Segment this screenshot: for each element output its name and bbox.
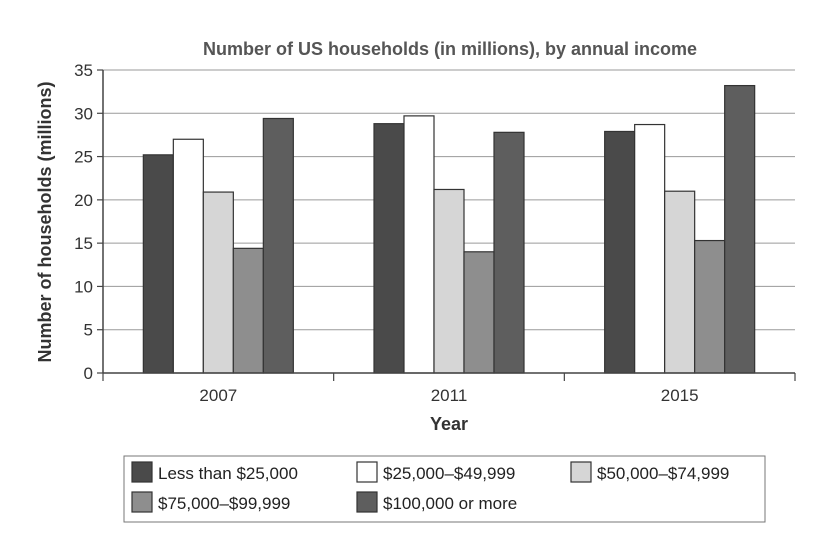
bar-2011-series-5 xyxy=(493,131,525,374)
legend-swatch xyxy=(131,491,153,513)
legend-label: $100,000 or more xyxy=(383,494,517,513)
legend-swatch xyxy=(570,461,592,483)
y-axis-ticks: 0 5 10 15 20 25 30 35 xyxy=(74,61,103,383)
y-tick-label: 20 xyxy=(74,191,93,210)
y-tick-label: 15 xyxy=(74,234,93,253)
y-tick-label: 25 xyxy=(74,148,93,167)
chart-title: Number of US households (in millions), b… xyxy=(203,39,697,59)
bar-2015-series-5 xyxy=(724,84,756,374)
legend-label: $25,000–$49,999 xyxy=(383,464,515,483)
legend-box xyxy=(123,455,766,523)
bar-2007-series-2 xyxy=(172,138,204,374)
y-tick-label: 35 xyxy=(74,61,93,80)
bar-2011-series-1 xyxy=(373,123,405,374)
bar-2011-series-3 xyxy=(433,188,465,374)
legend-label: $50,000–$74,999 xyxy=(597,464,729,483)
y-axis-title: Number of households (millions) xyxy=(35,81,55,362)
bar-2015-series-4 xyxy=(694,239,726,374)
legend: Less than $25,000 $25,000–$49,999 $50,000–… xyxy=(123,455,766,523)
bar-2007-series-5 xyxy=(262,117,294,374)
y-tick-label: 30 xyxy=(74,104,93,123)
bar-2011-series-2 xyxy=(403,115,435,374)
bar-2007-series-4 xyxy=(232,247,264,374)
bar-2011-series-4 xyxy=(463,251,495,374)
x-tick-label: 2011 xyxy=(431,386,468,405)
legend-swatch xyxy=(131,461,153,483)
y-tick-label: 10 xyxy=(74,277,93,296)
y-tick-label: 5 xyxy=(84,321,93,340)
y-tick-label: 0 xyxy=(84,364,93,383)
x-tick-label: 2007 xyxy=(199,386,237,405)
x-axis-ticks: 2007 2011 2015 xyxy=(102,373,796,405)
bar-2007-series-1 xyxy=(142,154,174,374)
legend-swatch xyxy=(356,461,378,483)
bar-2015-series-1 xyxy=(604,130,636,374)
bars xyxy=(142,84,756,374)
legend-swatch xyxy=(356,491,378,513)
x-tick-label: 2015 xyxy=(661,386,699,405)
bar-2015-series-3 xyxy=(664,190,696,374)
legend-label: $75,000–$99,999 xyxy=(158,494,290,513)
bar-2015-series-2 xyxy=(634,123,666,374)
legend-label: Less than $25,000 xyxy=(158,464,298,483)
x-axis-title: Year xyxy=(430,414,468,434)
bar-2007-series-3 xyxy=(202,191,234,374)
